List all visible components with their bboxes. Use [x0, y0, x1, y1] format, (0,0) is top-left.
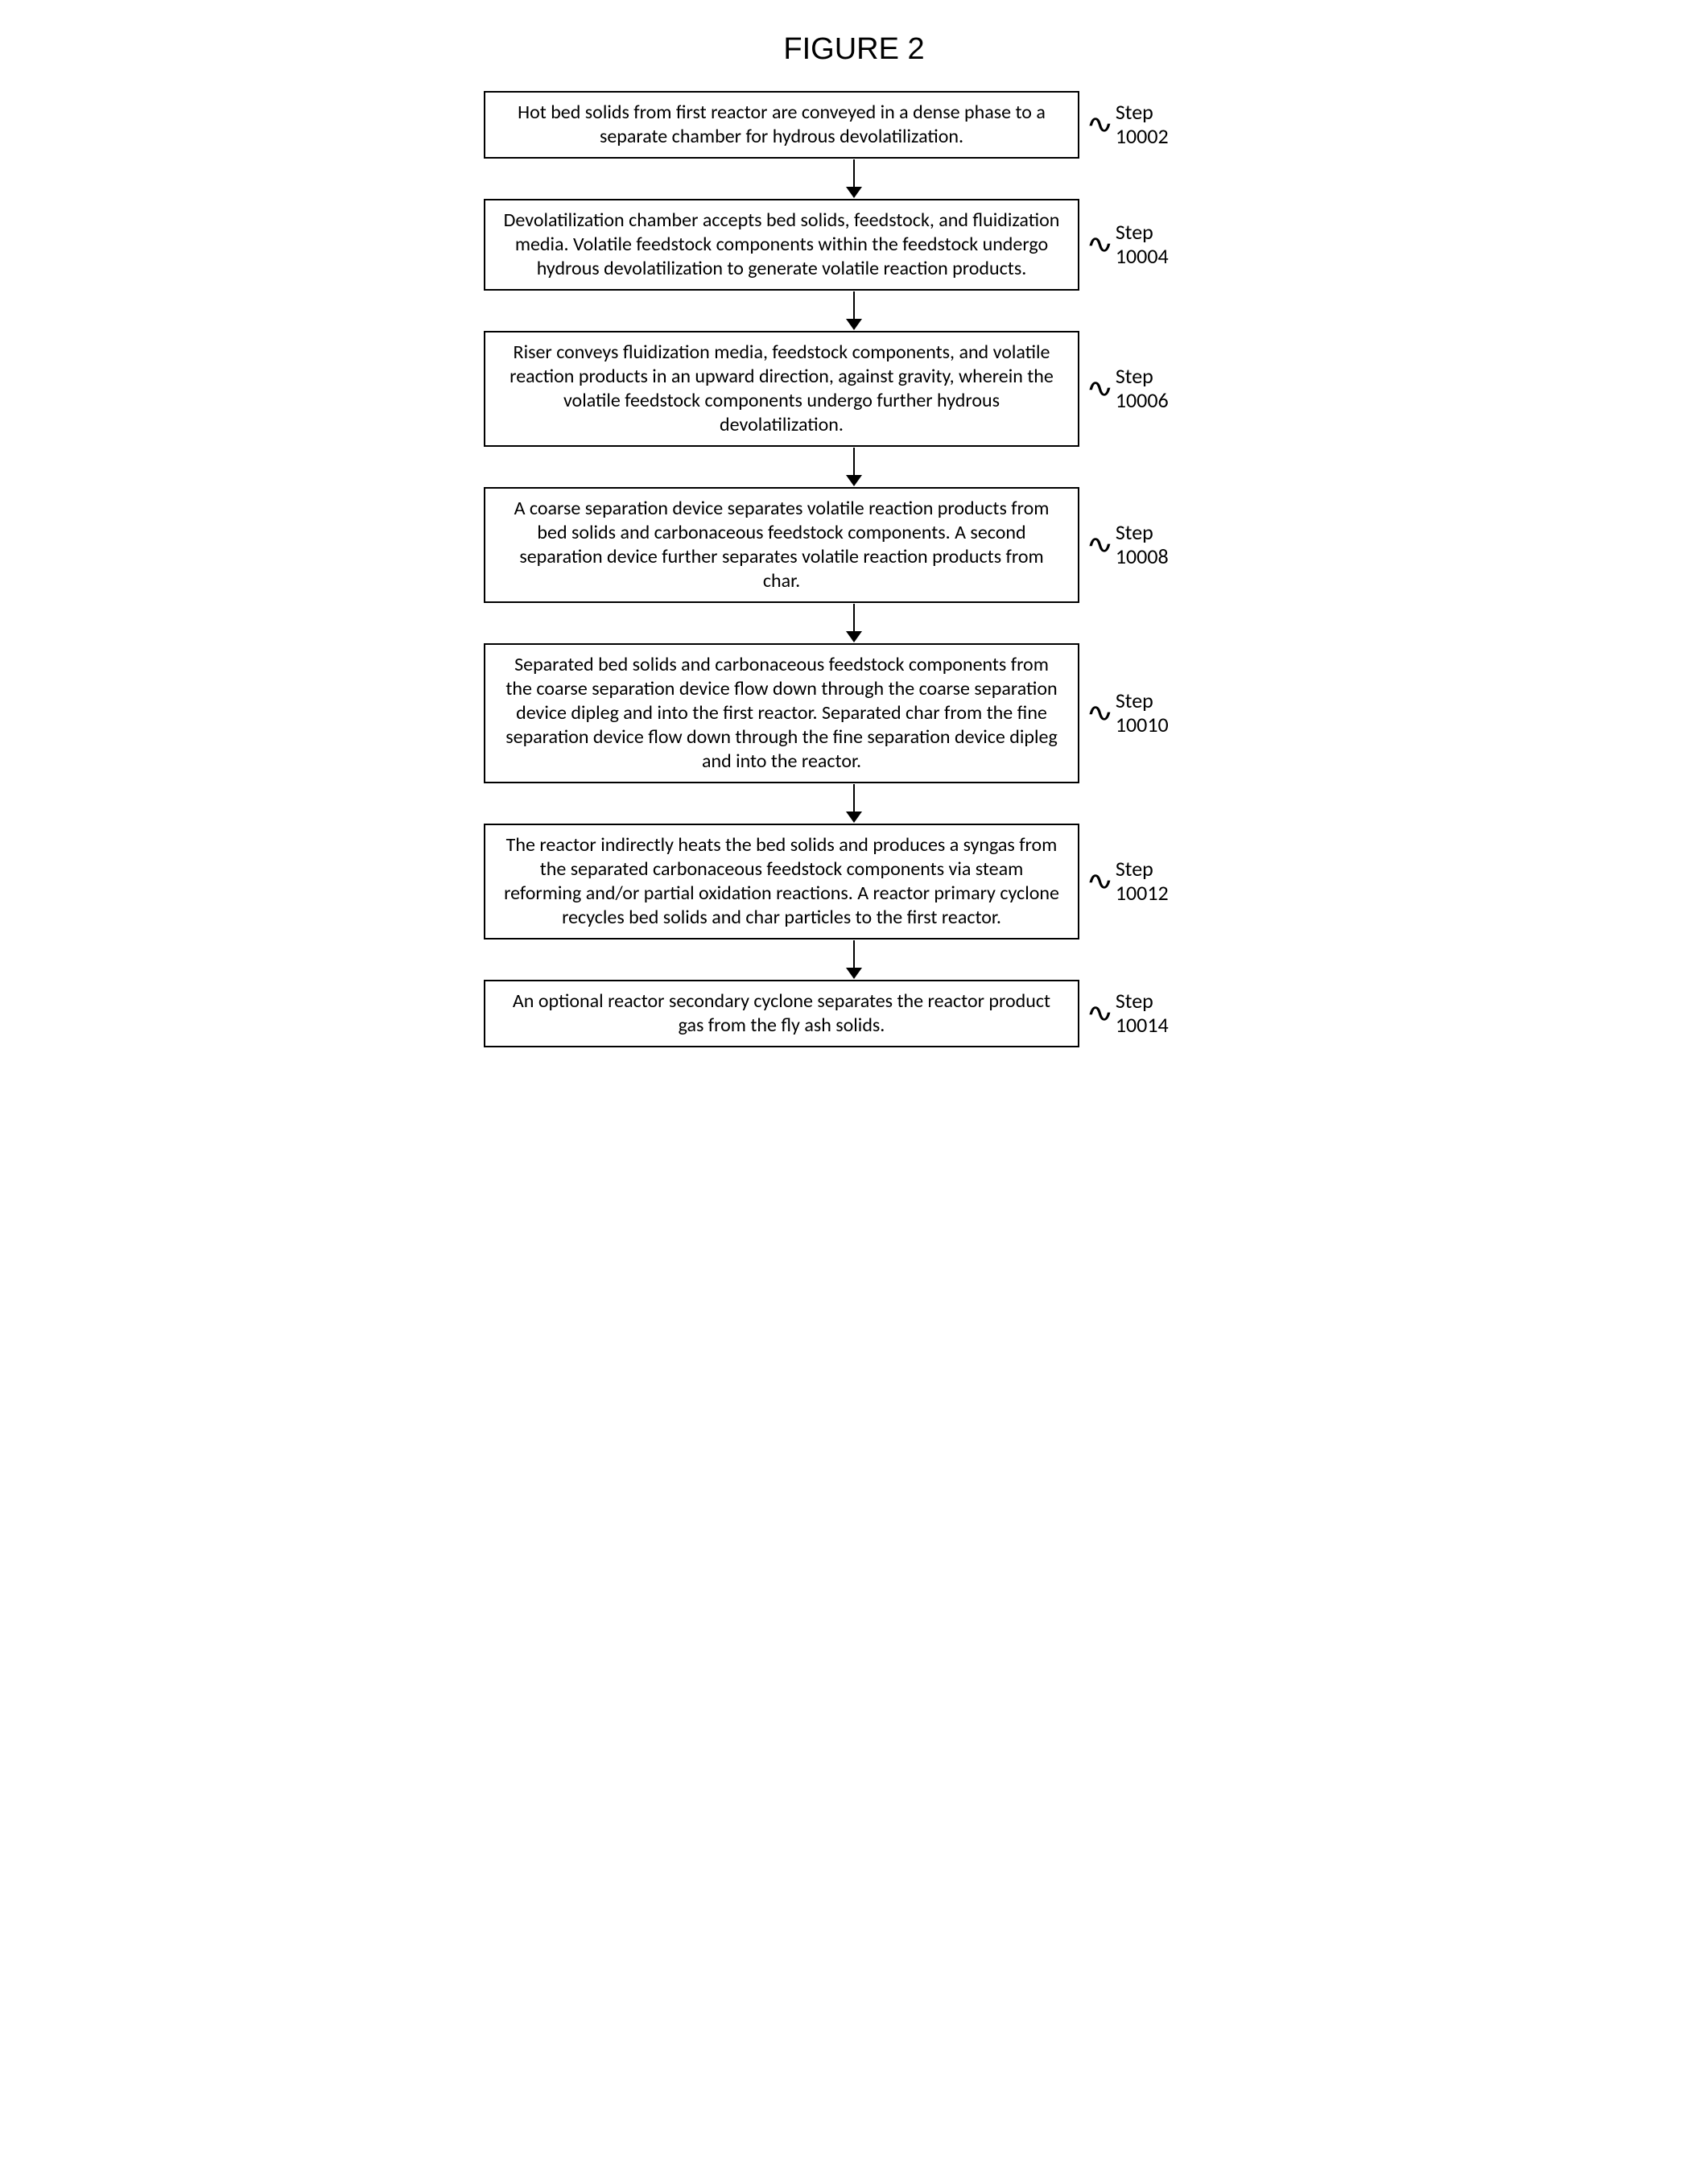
- step-word: Step: [1116, 989, 1169, 1014]
- tilde-icon: ∿: [1086, 867, 1114, 897]
- step-number: 10004: [1116, 245, 1169, 269]
- step-number: 10012: [1116, 882, 1169, 906]
- tilde-icon: ∿: [1086, 230, 1114, 260]
- step-row: Hot bed solids from first reactor are co…: [484, 91, 1224, 159]
- step-box: A coarse separation device separates vol…: [484, 487, 1079, 603]
- step-label: ∿ Step 10004: [1089, 221, 1169, 269]
- arrow-down-icon: [846, 159, 862, 199]
- step-label: ∿ Step 10010: [1089, 689, 1169, 737]
- step-word: Step: [1116, 857, 1169, 882]
- step-box: Devolatilization chamber accepts bed sol…: [484, 199, 1079, 291]
- tilde-icon: ∿: [1086, 531, 1114, 560]
- step-label: ∿ Step 10008: [1089, 521, 1169, 569]
- arrow-down-icon: [846, 447, 862, 487]
- tilde-icon: ∿: [1086, 999, 1114, 1029]
- figure-title: FIGURE 2: [783, 32, 924, 67]
- flowchart: Hot bed solids from first reactor are co…: [484, 91, 1224, 1047]
- step-word: Step: [1116, 521, 1169, 545]
- arrow-down-icon: [846, 603, 862, 643]
- step-box: Hot bed solids from first reactor are co…: [484, 91, 1079, 159]
- tilde-icon: ∿: [1086, 110, 1114, 140]
- tilde-icon: ∿: [1086, 699, 1114, 729]
- step-row: Devolatilization chamber accepts bed sol…: [484, 199, 1224, 291]
- step-word: Step: [1116, 221, 1169, 245]
- step-number: 10006: [1116, 389, 1169, 413]
- step-row: An optional reactor secondary cyclone se…: [484, 980, 1224, 1047]
- step-label: ∿ Step 10014: [1089, 989, 1169, 1038]
- step-label: ∿ Step 10012: [1089, 857, 1169, 906]
- step-number: 10002: [1116, 125, 1169, 149]
- step-number: 10010: [1116, 713, 1169, 737]
- step-label: ∿ Step 10002: [1089, 101, 1169, 149]
- step-word: Step: [1116, 101, 1169, 125]
- step-word: Step: [1116, 365, 1169, 389]
- step-label: ∿ Step 10006: [1089, 365, 1169, 413]
- step-row: The reactor indirectly heats the bed sol…: [484, 824, 1224, 940]
- step-box: Riser conveys fluidization media, feedst…: [484, 331, 1079, 447]
- step-word: Step: [1116, 689, 1169, 713]
- step-row: A coarse separation device separates vol…: [484, 487, 1224, 603]
- arrow-down-icon: [846, 783, 862, 824]
- step-number: 10014: [1116, 1014, 1169, 1038]
- step-row: Riser conveys fluidization media, feedst…: [484, 331, 1224, 447]
- step-number: 10008: [1116, 545, 1169, 569]
- arrow-down-icon: [846, 291, 862, 331]
- step-row: Separated bed solids and carbonaceous fe…: [484, 643, 1224, 783]
- tilde-icon: ∿: [1086, 374, 1114, 404]
- step-box: Separated bed solids and carbonaceous fe…: [484, 643, 1079, 783]
- step-box: An optional reactor secondary cyclone se…: [484, 980, 1079, 1047]
- arrow-down-icon: [846, 940, 862, 980]
- step-box: The reactor indirectly heats the bed sol…: [484, 824, 1079, 940]
